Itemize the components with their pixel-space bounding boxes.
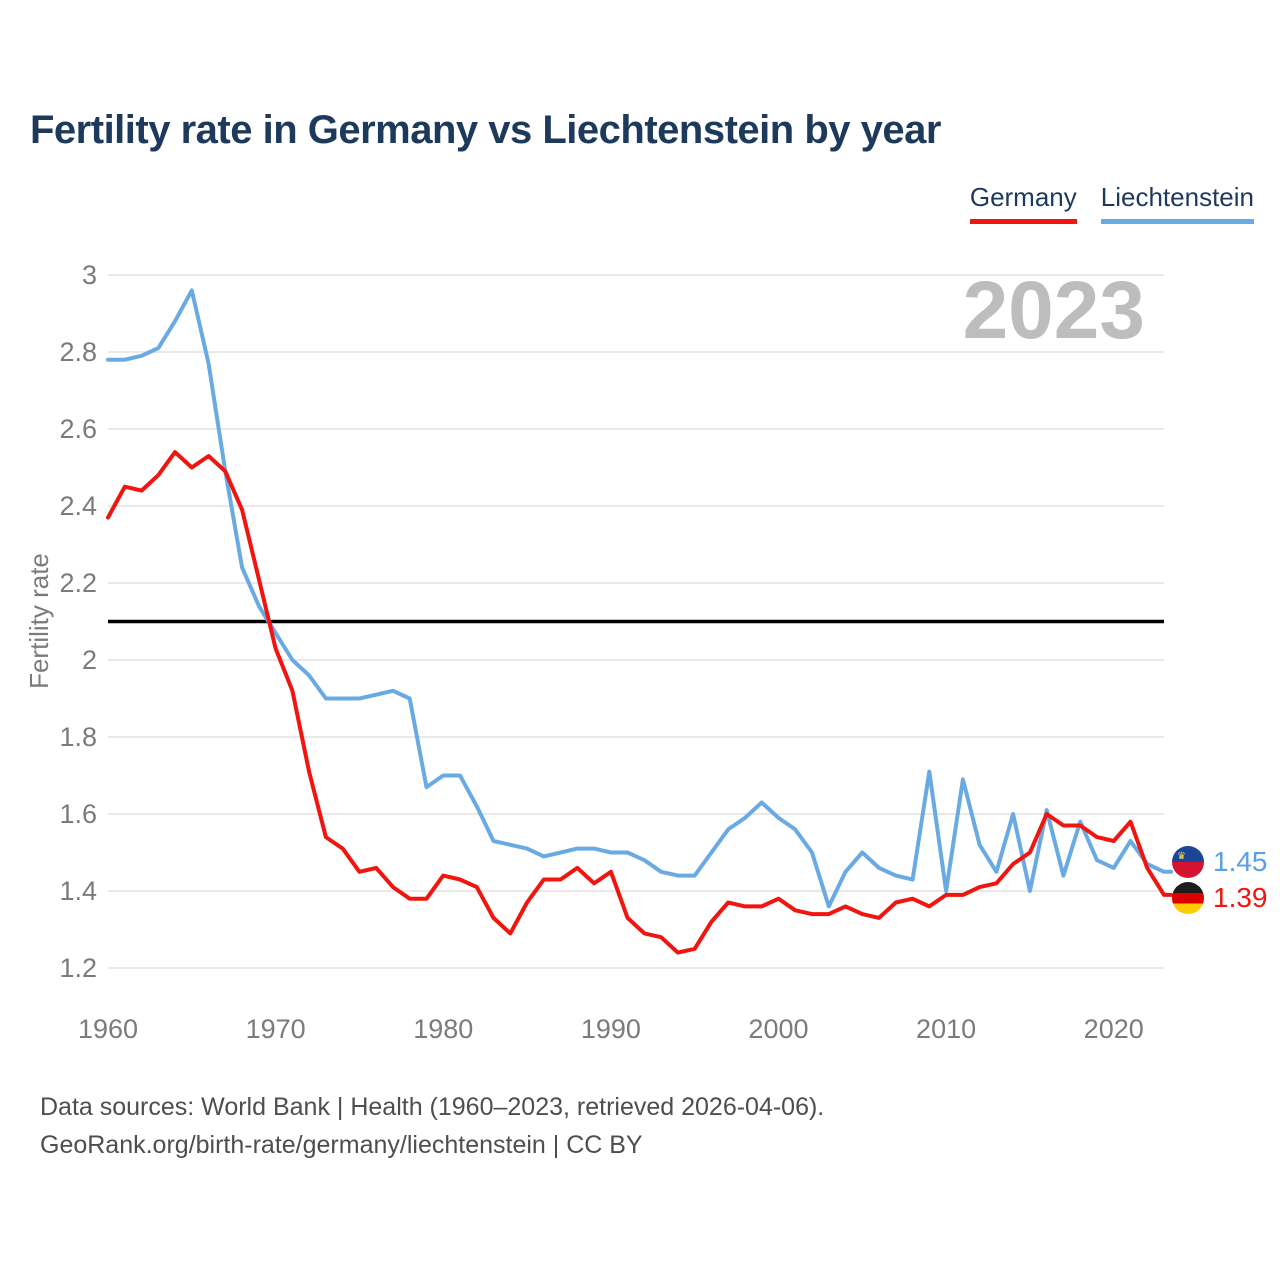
legend-label-liechtenstein: Liechtenstein xyxy=(1100,182,1254,212)
series-line-germany[interactable] xyxy=(106,450,1173,955)
y-tick-label: 3 xyxy=(82,260,97,290)
y-tick-label: 1.6 xyxy=(59,799,97,829)
x-tick-label: 2010 xyxy=(916,1014,976,1044)
source-line-1: Data sources: World Bank | Health (1960–… xyxy=(40,1093,825,1121)
legend-item-liechtenstein[interactable]: Liechtenstein xyxy=(1100,182,1254,224)
end-label-germany: 1.39 xyxy=(1172,882,1268,914)
y-axis-title: Fertility rate xyxy=(24,553,54,689)
y-tick-label: 1.4 xyxy=(59,876,97,906)
x-tick-label: 2000 xyxy=(748,1014,808,1044)
source-note: Data sources: World Bank | Health (1960–… xyxy=(40,1088,824,1164)
x-tick-label: 2020 xyxy=(1084,1014,1144,1044)
y-tick-label: 1.2 xyxy=(59,953,97,983)
y-tick-label: 2.8 xyxy=(59,337,97,367)
end-value-germany: 1.39 xyxy=(1213,882,1268,913)
germany-flag-icon xyxy=(1172,882,1204,914)
x-tick-label: 1960 xyxy=(78,1014,138,1044)
x-tick-label: 1980 xyxy=(413,1014,473,1044)
svg-text:♛: ♛ xyxy=(1177,851,1186,862)
legend-item-germany[interactable]: Germany xyxy=(969,182,1077,224)
y-tick-label: 2 xyxy=(82,645,97,675)
liechtenstein-flag-icon: ♛ xyxy=(1172,846,1204,878)
x-tick-label: 1990 xyxy=(581,1014,641,1044)
y-tick-label: 2.4 xyxy=(59,491,97,521)
legend-label-germany: Germany xyxy=(969,182,1077,212)
y-tick-label: 1.8 xyxy=(59,722,97,752)
end-label-liechtenstein: ♛ 1.45 xyxy=(1172,846,1268,878)
chart-title: Fertility rate in Germany vs Liechtenste… xyxy=(30,108,941,152)
x-tick-label: 1970 xyxy=(246,1014,306,1044)
y-tick-label: 2.6 xyxy=(59,414,97,444)
source-line-2: GeoRank.org/birth-rate/germany/liechtens… xyxy=(40,1131,643,1159)
end-value-liechtenstein: 1.45 xyxy=(1213,846,1268,877)
year-watermark: 2023 xyxy=(962,265,1145,356)
legend: Germany Liechtenstein xyxy=(969,182,1254,224)
y-tick-label: 2.2 xyxy=(59,568,97,598)
series-line-liechtenstein[interactable] xyxy=(106,288,1173,909)
